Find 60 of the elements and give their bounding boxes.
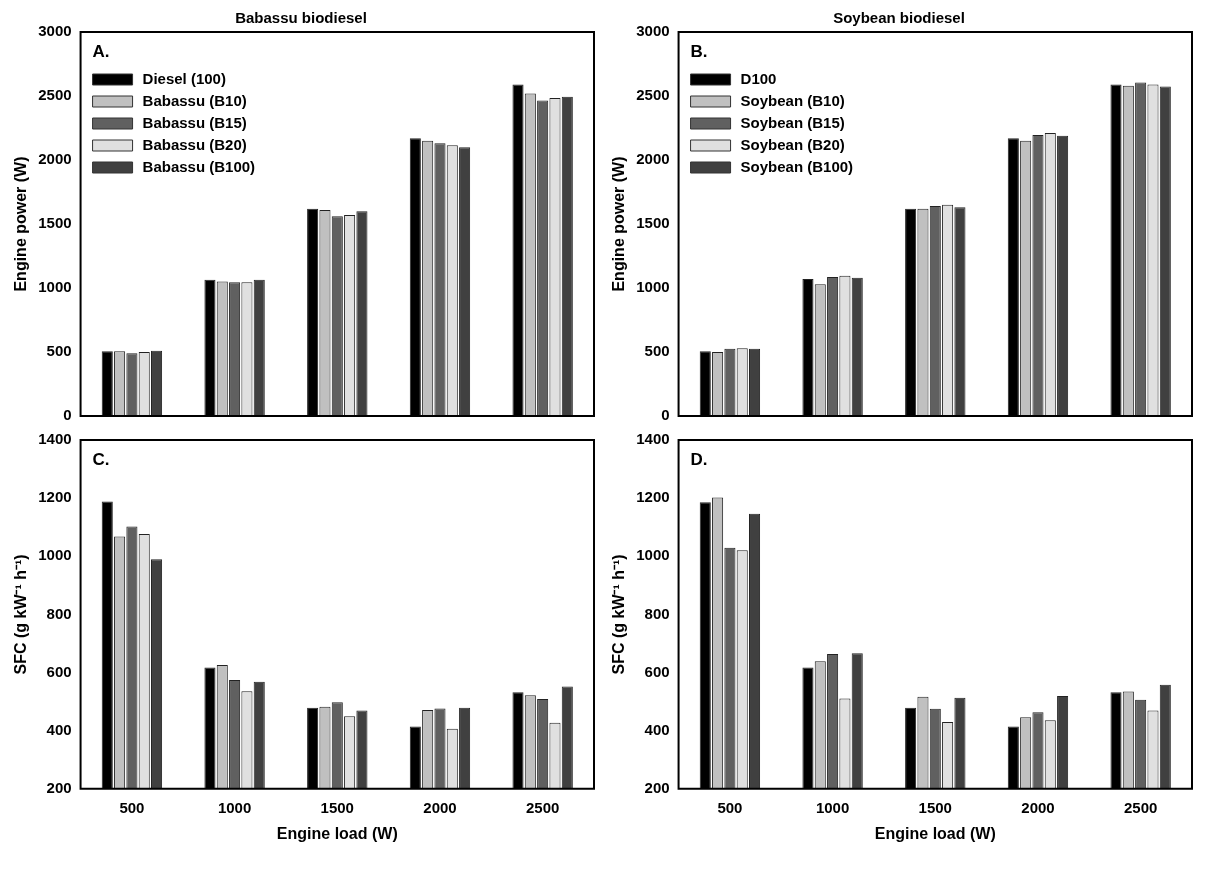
y-tick-label: 1000 xyxy=(636,546,670,564)
x-tick-label: 1500 xyxy=(918,798,952,816)
y-tick-label: 2500 xyxy=(38,86,72,104)
y-tick-label: 1200 xyxy=(636,488,670,506)
x-tick-label: 2000 xyxy=(423,798,457,816)
y-tick-label: 1200 xyxy=(38,488,72,506)
y-tick-label: 1000 xyxy=(38,546,72,564)
legend-label: Babassu (B15) xyxy=(142,114,247,132)
x-tick-label: 500 xyxy=(119,798,145,816)
legend-label: Babassu (B10) xyxy=(142,92,247,110)
y-axis-title: SFC (g kW⁻¹ h⁻¹) xyxy=(12,554,30,675)
y-axis-title: Engine power (W) xyxy=(610,156,628,292)
x-tick-label: 1000 xyxy=(815,798,850,816)
annotation: D. xyxy=(690,450,708,470)
chart-title: Babassu biodiesel xyxy=(235,9,367,27)
y-tick-label: 1500 xyxy=(38,214,72,232)
y-tick-label: 1500 xyxy=(636,214,670,232)
y-tick-label: 1000 xyxy=(38,278,72,296)
x-axis-title: Engine load (W) xyxy=(874,824,996,842)
x-tick-label: 1500 xyxy=(320,798,354,816)
legend-label: Soybean (B15) xyxy=(740,114,845,132)
legend-label: D100 xyxy=(740,70,777,88)
x-tick-label: 500 xyxy=(717,798,743,816)
y-tick-label: 3000 xyxy=(38,22,72,40)
chart-title: Soybean biodiesel xyxy=(833,9,965,27)
y-tick-label: 500 xyxy=(46,342,72,360)
y-tick-label: 800 xyxy=(46,604,72,622)
legend-label: Babassu (B20) xyxy=(142,136,247,154)
y-tick-label: 1000 xyxy=(636,278,670,296)
y-axis-title: Engine power (W) xyxy=(12,156,30,292)
x-tick-label: 2500 xyxy=(525,798,560,816)
y-tick-label: 2500 xyxy=(636,86,670,104)
legend-label: Diesel (100) xyxy=(142,70,226,88)
y-tick-label: 400 xyxy=(644,720,670,738)
legend-label: Babassu (B100) xyxy=(142,158,256,176)
legend-label: Soybean (B20) xyxy=(740,136,845,154)
y-tick-label: 600 xyxy=(46,662,72,680)
y-tick-label: 1400 xyxy=(38,430,72,448)
legend-label: Soybean (B10) xyxy=(740,92,845,110)
y-tick-label: 2000 xyxy=(636,150,670,168)
y-tick-label: 1400 xyxy=(636,430,670,448)
y-tick-label: 2000 xyxy=(38,150,72,168)
x-tick-label: 1000 xyxy=(217,798,252,816)
legend-label: Soybean (B100) xyxy=(740,158,854,176)
annotation: B. xyxy=(690,42,708,62)
y-tick-label: 800 xyxy=(644,604,670,622)
y-tick-label: 400 xyxy=(46,720,72,738)
y-axis-title: SFC (g kW⁻¹ h⁻¹) xyxy=(610,554,628,675)
y-tick-label: 3000 xyxy=(636,22,670,40)
y-tick-label: 500 xyxy=(644,342,670,360)
y-tick-label: 0 xyxy=(63,406,72,424)
y-tick-label: 600 xyxy=(644,662,670,680)
annotation: A. xyxy=(92,42,110,62)
y-tick-label: 200 xyxy=(644,778,670,796)
y-tick-label: 200 xyxy=(46,778,72,796)
x-tick-label: 2000 xyxy=(1021,798,1055,816)
annotation: C. xyxy=(92,450,110,470)
x-tick-label: 2500 xyxy=(1123,798,1158,816)
x-axis-title: Engine load (W) xyxy=(276,824,398,842)
y-tick-label: 0 xyxy=(661,406,670,424)
